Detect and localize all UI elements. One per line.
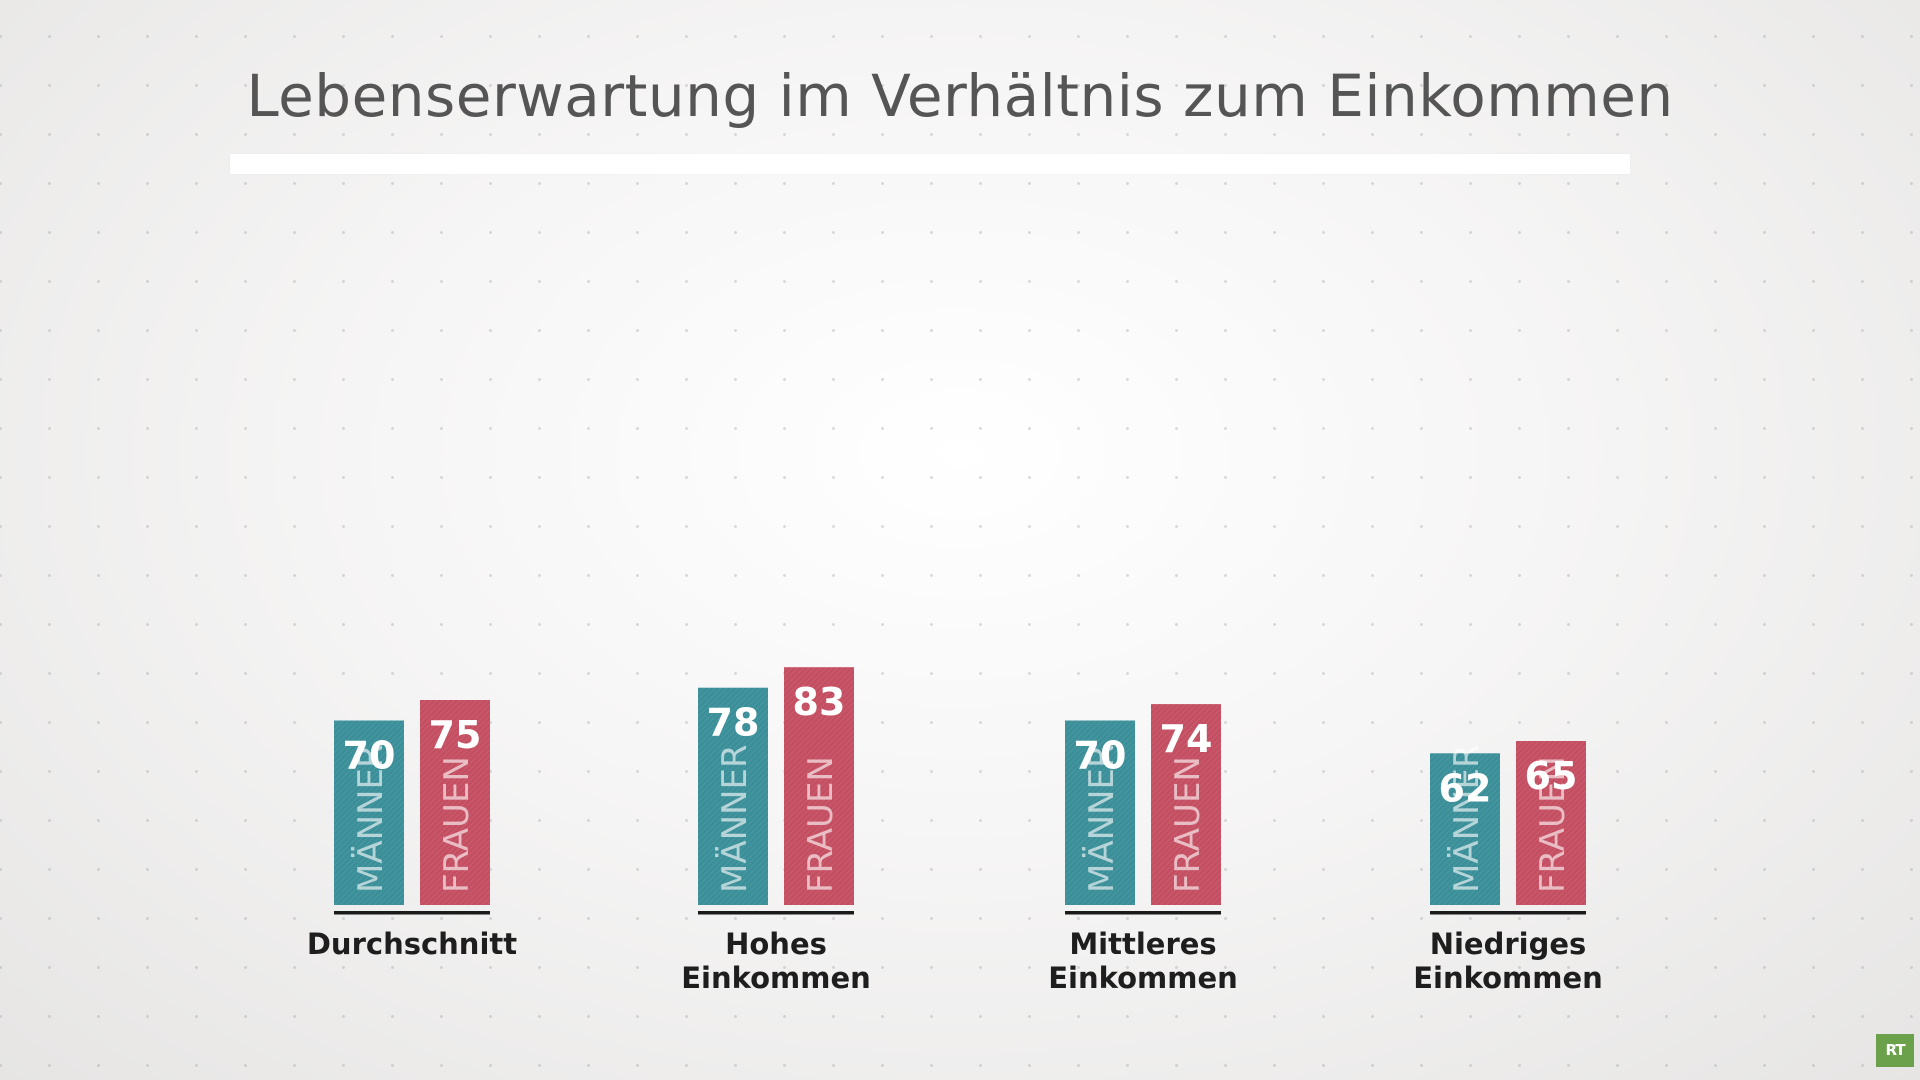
category-underline-mittleres-einkommen [1065,911,1221,915]
bar-texture-maenner-niedriges-einkommen [1430,753,1500,905]
value-label-frauen-durchschnitt: 75 [429,713,482,757]
category-label-hohes-einkommen-line-1: Hohes [725,927,827,961]
category-label-hohes-einkommen-line-2: Einkommen [681,961,871,995]
series-label-maenner-durchschnitt: MÄNNER [351,744,391,893]
category-label-durchschnitt-line-1: Durchschnitt [307,927,517,961]
category-label-niedriges-einkommen-line-1: Niedriges [1430,927,1587,961]
category-underline-niedriges-einkommen [1430,911,1586,915]
category-label-niedriges-einkommen-line-2: Einkommen [1413,961,1603,995]
bar-texture-maenner-durchschnitt [334,720,404,905]
series-label-frauen-niedriges-einkommen: FRAUEN [1533,756,1573,893]
value-label-frauen-niedriges-einkommen: 65 [1525,754,1578,798]
category-label-mittleres-einkommen-line-2: Einkommen [1048,961,1238,995]
value-label-maenner-niedriges-einkommen: 62 [1439,766,1492,810]
bar-texture-maenner-mittleres-einkommen [1065,720,1135,905]
plot-area: 70MÄNNER75FRAUENDurchschnitt78MÄNNER83FR… [307,667,1603,995]
bar-texture-frauen-durchschnitt [420,700,490,905]
chart-title: Lebenserwartung im Verhältnis zum Einkom… [246,62,1674,130]
bar-texture-maenner-hohes-einkommen [698,687,768,905]
value-label-frauen-mittleres-einkommen: 74 [1160,717,1213,761]
series-label-maenner-mittleres-einkommen: MÄNNER [1082,744,1122,893]
category-label-mittleres-einkommen-line-1: Mittleres [1069,927,1216,961]
series-label-maenner-niedriges-einkommen: MÄNNER [1447,744,1487,893]
value-label-maenner-hohes-einkommen: 78 [707,701,760,745]
bar-texture-frauen-mittleres-einkommen [1151,704,1221,905]
series-label-frauen-durchschnitt: FRAUEN [437,756,477,893]
category-underline-durchschnitt [334,911,490,915]
value-label-maenner-durchschnitt: 70 [343,734,396,778]
bar-texture-frauen-niedriges-einkommen [1516,741,1586,905]
category-underline-hohes-einkommen [698,911,854,915]
series-label-frauen-hohes-einkommen: FRAUEN [801,756,841,893]
value-label-maenner-mittleres-einkommen: 70 [1074,734,1127,778]
rt-logo: RT [1876,1034,1914,1067]
series-label-frauen-mittleres-einkommen: FRAUEN [1168,756,1208,893]
bar-texture-frauen-hohes-einkommen [784,667,854,905]
series-label-maenner-hohes-einkommen: MÄNNER [715,744,755,893]
value-label-frauen-hohes-einkommen: 83 [793,680,846,724]
title-underline [230,154,1630,174]
